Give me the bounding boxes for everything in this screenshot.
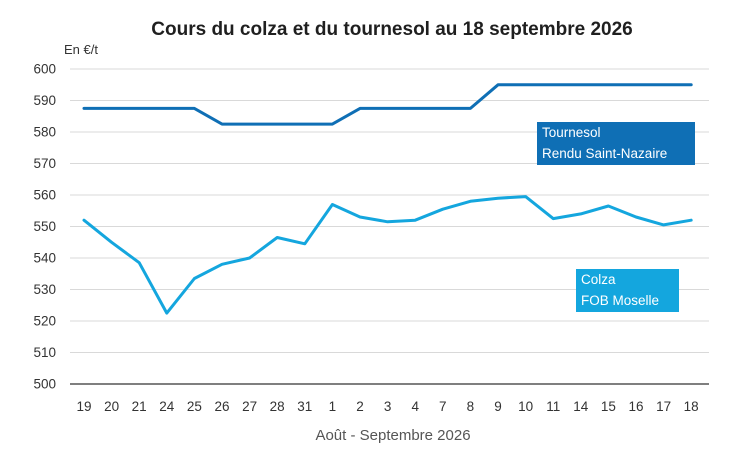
y-tick-label: 510: [33, 345, 56, 360]
y-tick-label: 560: [33, 188, 56, 203]
x-tick-label: 17: [656, 399, 671, 414]
series-line-1: [82, 195, 693, 315]
y-tick-label: 500: [33, 377, 56, 392]
y-tick-label: 530: [33, 282, 56, 297]
y-tick-label: 590: [33, 93, 56, 108]
x-tick-label: 9: [494, 399, 502, 414]
x-axis-ticks: 19 20 21 24 25 26 27 28 31 1 2 3 4 7 8 9 10 11 14 15 16 17 18: [76, 399, 698, 414]
x-tick-label: 15: [601, 399, 616, 414]
x-tick-label: 3: [384, 399, 392, 414]
legend-item-0: Tournesol Rendu Saint-Nazaire: [537, 122, 695, 165]
y-tick-label: 570: [33, 156, 56, 171]
y-axis-ticks: 500 510 520 530 540 550 560 570 580 590 600: [33, 62, 56, 392]
x-tick-label: 4: [411, 399, 419, 414]
x-tick-label: 18: [684, 399, 699, 414]
y-tick-label: 540: [33, 251, 56, 266]
x-tick-label: 27: [242, 399, 257, 414]
x-tick-label: 31: [297, 399, 312, 414]
x-tick-label: 1: [329, 399, 337, 414]
chart-title: Cours du colza et du tournesol au 18 sep…: [151, 19, 632, 40]
x-tick-label: 8: [467, 399, 475, 414]
x-tick-label: 21: [132, 399, 147, 414]
legend-label: Colza: [581, 272, 616, 287]
legend-swatch: [576, 269, 679, 312]
x-tick-label: 28: [270, 399, 285, 414]
x-tick-label: 24: [159, 399, 175, 414]
x-tick-label: 11: [546, 399, 560, 414]
y-tick-label: 520: [33, 314, 56, 329]
legend-label: Rendu Saint-Nazaire: [542, 146, 667, 161]
legend-label: Tournesol: [542, 125, 601, 140]
legend-item-1: Colza FOB Moselle: [576, 269, 679, 312]
y-unit-label: En €/t: [64, 42, 98, 57]
legend-label: FOB Moselle: [581, 293, 659, 308]
y-tick-label: 550: [33, 219, 56, 234]
y-tick-label: 600: [33, 62, 56, 77]
x-tick-label: 7: [439, 399, 447, 414]
x-tick-label: 25: [187, 399, 202, 414]
gridlines: [70, 68, 709, 353]
x-tick-label: 16: [628, 399, 643, 414]
x-tick-label: 26: [214, 399, 229, 414]
x-tick-label: 19: [76, 399, 91, 414]
y-tick-label: 580: [33, 125, 56, 140]
x-axis-title: Août - Septembre 2026: [315, 427, 470, 444]
x-tick-label: 20: [104, 399, 119, 414]
x-tick-label: 2: [356, 399, 364, 414]
series-lines: [82, 83, 693, 315]
legend: Tournesol Rendu Saint-Nazaire Colza FOB Mos…: [537, 122, 695, 312]
legend-swatch: [537, 122, 695, 165]
x-tick-label: 10: [518, 399, 533, 414]
series-line-0: [82, 83, 693, 126]
x-tick-label: 14: [573, 399, 589, 414]
